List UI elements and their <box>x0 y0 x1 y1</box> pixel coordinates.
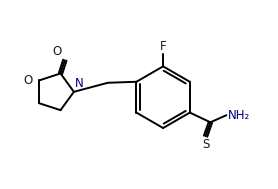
Text: F: F <box>160 40 167 53</box>
Text: NH₂: NH₂ <box>228 109 250 122</box>
Text: S: S <box>202 138 209 151</box>
Text: N: N <box>75 77 84 91</box>
Text: O: O <box>24 74 33 87</box>
Text: O: O <box>52 45 62 58</box>
